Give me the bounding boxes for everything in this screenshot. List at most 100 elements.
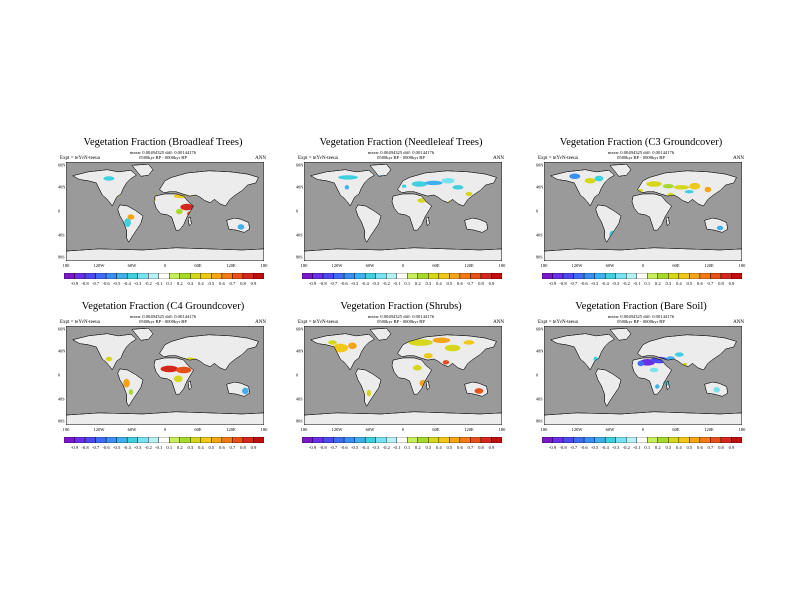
anomaly-patch: [716, 225, 724, 231]
colorbar-swatch: [573, 437, 585, 443]
lat-tick-label: 0: [58, 372, 61, 378]
colorbar-label: -0.8: [319, 281, 327, 286]
coastline: [391, 193, 432, 231]
colorbar-label: 0.4: [675, 281, 682, 286]
lat-tick-label: 0: [536, 372, 539, 378]
colorbar-swatch: [480, 273, 492, 279]
coastline: [464, 381, 488, 397]
colorbar-swatch: [211, 437, 223, 443]
colorbar-label: -0.3: [372, 445, 380, 450]
lon-tick-label: 0: [641, 427, 645, 432]
coastline: [131, 327, 154, 341]
colorbar-label: -0.1: [155, 445, 163, 450]
colorbar-swatch: [449, 273, 461, 279]
lon-tick-label: 120W: [93, 263, 105, 268]
colorbar-label: 0.7: [707, 445, 714, 450]
colorbar-label: 0.6: [219, 281, 225, 286]
panel-period: 0500kyr BP - 0000kyr BP: [139, 155, 187, 160]
lat-tick-label: 60N: [536, 162, 544, 168]
colorbar-label: 0.3: [425, 281, 432, 286]
lat-tick-label: 0: [296, 372, 299, 378]
anomaly-patch: [646, 181, 662, 187]
coastline: [609, 327, 632, 341]
season-label: ANN: [255, 320, 266, 325]
colorbar-label: 0.7: [229, 281, 236, 286]
anomaly-patch: [423, 352, 433, 359]
colorbar-label: -0.1: [633, 445, 641, 450]
coastline: [549, 333, 615, 371]
colorbar-swatch: [552, 273, 564, 279]
colorbar-label: 0.9: [250, 445, 257, 450]
colorbar-swatch: [428, 437, 440, 443]
panel-needleleaf-trees: Vegetation Fraction (Needleleaf Trees) m…: [296, 137, 506, 297]
lon-tick-label: 120W: [571, 263, 583, 268]
colorbar-label: -0.1: [633, 281, 641, 286]
colorbar-swatch: [302, 273, 313, 279]
colorbar-label: 0.3: [425, 445, 432, 450]
colorbar-swatch: [354, 273, 366, 279]
colorbar-swatch: [689, 437, 701, 443]
colorbar: [64, 273, 264, 279]
colorbar-swatch: [604, 273, 616, 279]
colorbar-swatch: [200, 437, 212, 443]
map: [304, 162, 502, 261]
colorbar-swatch: [343, 437, 355, 443]
colorbar-label: 0.1: [644, 281, 651, 286]
colorbar-swatch: [604, 437, 616, 443]
lat-tick-label: 60N: [58, 162, 66, 168]
colorbar-swatch: [116, 437, 128, 443]
colorbar-swatch: [84, 437, 96, 443]
colorbar-label: -0.8: [559, 281, 567, 286]
coastline: [187, 216, 192, 227]
colorbar-swatch: [491, 273, 502, 279]
colorbar-swatch: [710, 273, 722, 279]
colorbar-label: -0.9: [548, 445, 557, 450]
coastline: [226, 217, 250, 233]
anomaly-patch: [176, 366, 192, 374]
lat-tick-label: 40N: [296, 184, 304, 190]
colorbar-label: 0.1: [166, 445, 173, 450]
colorbar-label: -0.3: [612, 445, 620, 450]
colorbar-swatch: [449, 437, 461, 443]
colorbar-label: -0.5: [590, 445, 599, 450]
colorbar-swatch: [354, 437, 366, 443]
lon-tick-label: 180: [62, 427, 70, 432]
colorbar-swatch: [542, 273, 553, 279]
colorbar-label: -0.4: [601, 281, 609, 286]
anomaly-patch: [328, 340, 337, 345]
colorbar-label: -0.7: [569, 281, 578, 286]
colorbar-swatch: [417, 273, 429, 279]
colorbar-swatch: [169, 437, 180, 443]
coastline: [391, 357, 432, 395]
lat-tick-label: 60N: [296, 326, 304, 332]
colorbar-label: -0.9: [308, 445, 317, 450]
experiment-label: Expt = teYvN-teeua: [538, 156, 578, 161]
colorbar-label: -0.5: [112, 445, 121, 450]
anomaly-patch: [180, 203, 194, 211]
map: [66, 326, 264, 425]
colorbar-label: -0.5: [590, 281, 599, 286]
colorbar-label: 0.5: [686, 281, 693, 286]
lon-tick-label: 60W: [365, 263, 375, 268]
colorbar-swatch: [396, 437, 408, 443]
colorbar-swatch: [364, 273, 376, 279]
anomaly-patch: [684, 190, 694, 194]
lat-tick-label: 60N: [58, 326, 66, 332]
colorbar-label: 0.5: [208, 281, 215, 286]
coastline: [544, 411, 742, 425]
colorbar-swatch: [64, 437, 75, 443]
lon-tick-label: 0: [163, 427, 167, 432]
colorbar-swatch: [710, 437, 722, 443]
coastline: [549, 169, 615, 207]
colorbar-swatch: [583, 437, 595, 443]
colorbar-swatch: [615, 437, 627, 443]
colorbar-label: -0.6: [102, 445, 110, 450]
colorbar-label: 0.5: [446, 445, 453, 450]
lat-tick-label: 80S: [58, 254, 65, 260]
colorbar-swatch: [678, 273, 690, 279]
colorbar-label: -0.1: [155, 281, 163, 286]
colorbar-swatch: [221, 273, 233, 279]
colorbar-label: 0.3: [665, 281, 672, 286]
colorbar-label: -0.4: [361, 281, 369, 286]
anomaly-patch: [444, 344, 461, 352]
